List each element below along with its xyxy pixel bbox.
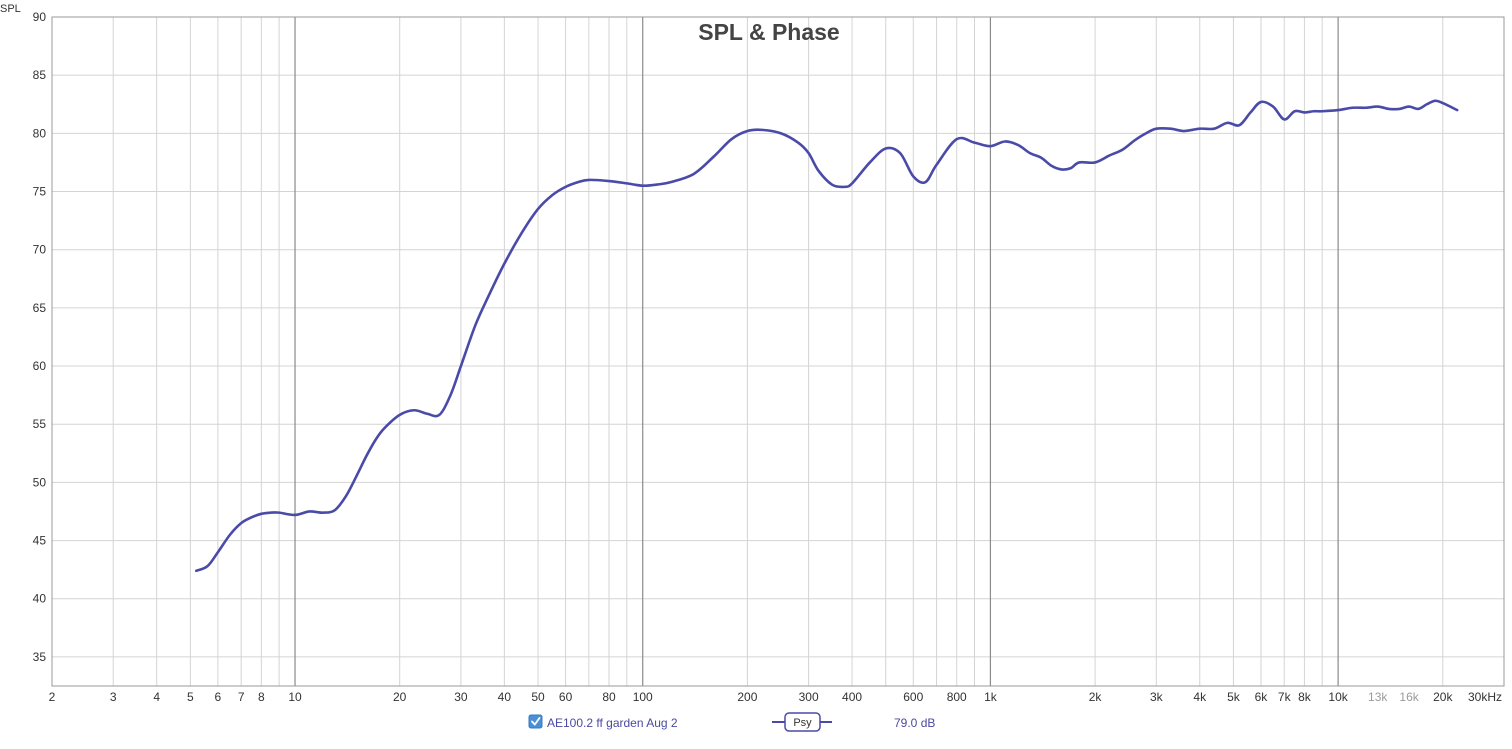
series-line	[194, 99, 1459, 573]
y-tick-labels: 35 40 45 50 55 60 65 70 75 80 85 90	[33, 10, 47, 664]
x-tick-label: 2	[49, 690, 56, 704]
plot-background	[52, 17, 1504, 686]
x-tick-label: 10	[288, 690, 302, 704]
y-tick-label: 70	[33, 243, 47, 257]
x-tick-label: 20	[393, 690, 407, 704]
legend: AE100.2 ff garden Aug 2 Psy 79.0 dB	[528, 712, 935, 732]
y-tick-label: 40	[33, 592, 47, 606]
y-tick-label: 75	[33, 185, 47, 199]
x-tick-label: 200	[737, 690, 757, 704]
chart-title: SPL & Phase	[698, 19, 839, 45]
y-tick-label: 50	[33, 475, 47, 489]
y-tick-label: 55	[33, 417, 47, 431]
x-tick-label: 80	[602, 690, 616, 704]
y-axis-label: SPL	[0, 3, 21, 15]
x-tick-label: 100	[633, 690, 653, 704]
legend-checkbox[interactable]	[528, 714, 543, 729]
x-tick-label: 3	[110, 690, 117, 704]
grid	[52, 17, 1504, 686]
x-tick-label: 400	[842, 690, 862, 704]
cursor-readout: 79.0 dB	[894, 716, 935, 730]
x-tick-label: 60	[559, 690, 573, 704]
x-tick-label: 30kHz	[1468, 690, 1502, 704]
x-tick-label: 1k	[984, 690, 998, 704]
x-tick-label: 600	[903, 690, 923, 704]
series-layer	[194, 99, 1459, 573]
y-tick-label: 60	[33, 359, 47, 373]
x-tick-label: 50	[531, 690, 545, 704]
x-tick-label: 7k	[1278, 690, 1292, 704]
x-tick-label: 8	[258, 690, 265, 704]
x-tick-labels: 2 3 4 5 6 7 8 10 20 30 40 50 60 80 100 200 300 400 600 800 1…	[49, 690, 1502, 704]
y-tick-label: 45	[33, 534, 47, 548]
y-tick-label: 35	[33, 650, 47, 664]
x-tick-label: 2k	[1089, 690, 1103, 704]
x-tick-label: 10k	[1328, 690, 1348, 704]
x-tick-label: 4k	[1193, 690, 1207, 704]
x-tick-label: 20k	[1433, 690, 1453, 704]
plot-frame	[51, 16, 1505, 687]
y-tick-label: 90	[33, 10, 47, 24]
x-tick-label: 5k	[1227, 690, 1241, 704]
y-tick-label: 85	[33, 68, 47, 82]
x-tick-label: 4	[153, 690, 160, 704]
x-tick-label: 3k	[1150, 690, 1164, 704]
x-tick-label: 5	[187, 690, 194, 704]
y-tick-label: 65	[33, 301, 47, 315]
x-tick-label: 8k	[1298, 690, 1312, 704]
x-tick-label: 30	[454, 690, 468, 704]
y-tick-label: 80	[33, 126, 47, 140]
x-tick-label: 6k	[1255, 690, 1269, 704]
x-tick-label: 300	[799, 690, 819, 704]
x-tick-label: 13k	[1368, 690, 1388, 704]
smoothing-selector[interactable]: Psy	[772, 712, 832, 732]
x-tick-label: 40	[498, 690, 512, 704]
x-tick-label: 800	[947, 690, 967, 704]
x-tick-label: 16k	[1399, 690, 1419, 704]
legend-series-label[interactable]: AE100.2 ff garden Aug 2	[547, 716, 678, 730]
checkmark-icon	[531, 717, 541, 726]
x-tick-label: 6	[215, 690, 222, 704]
x-tick-label: 7	[238, 690, 245, 704]
smoothing-label: Psy	[793, 717, 812, 729]
